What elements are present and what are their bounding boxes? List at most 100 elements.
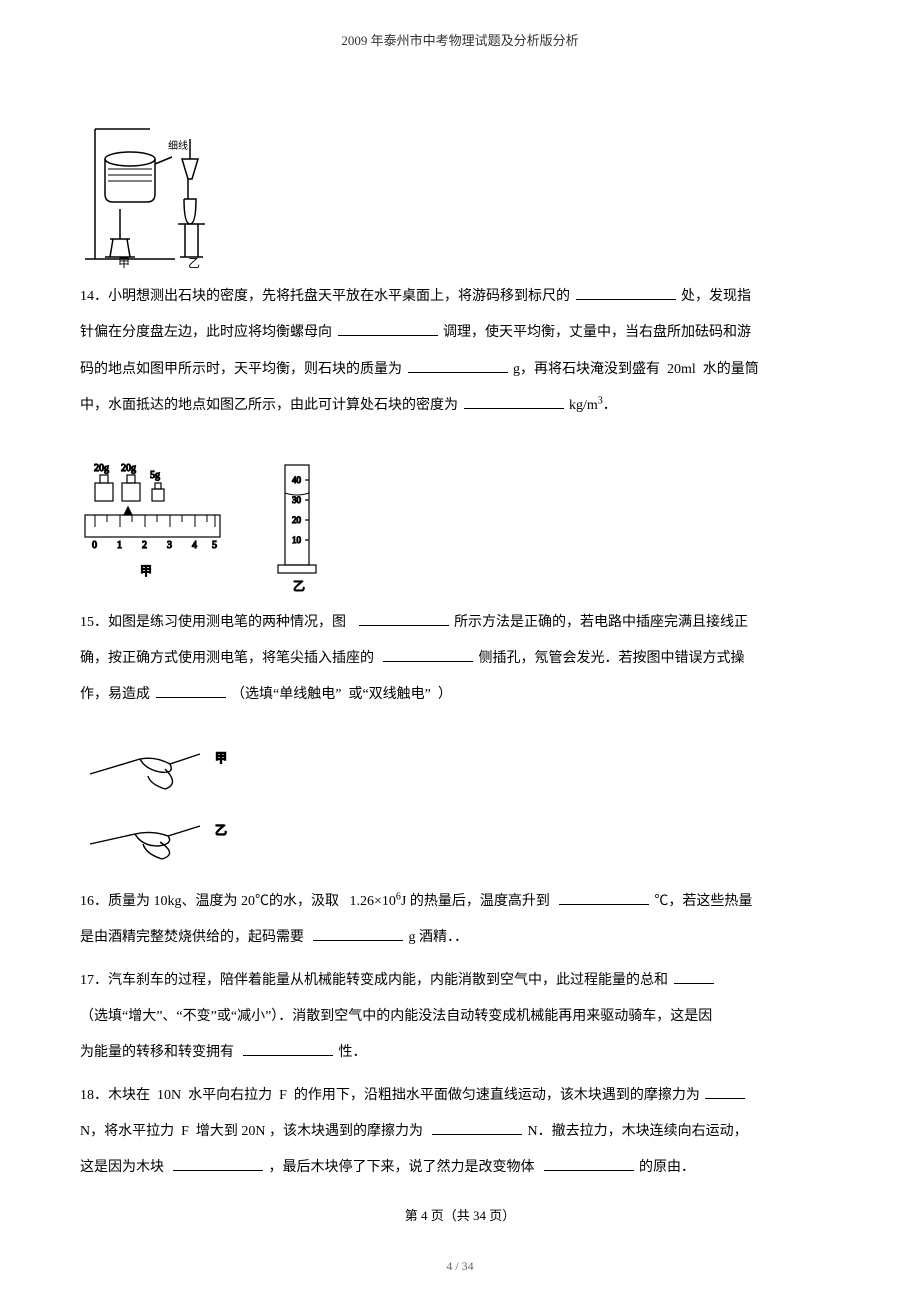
- q18-t8: 这是因为木块: [80, 1160, 164, 1175]
- svg-text:5g: 5g: [150, 470, 160, 481]
- q16-temp: 20℃: [241, 894, 269, 909]
- svg-text:2: 2: [142, 540, 147, 551]
- q18-t4: N，将水平拉力: [80, 1124, 174, 1139]
- q14-t8: 中，水面抵达的地点如图乙所示，由此可计算处石块的密度为: [80, 398, 458, 413]
- q14-blank1: [576, 286, 676, 300]
- q18-t7: N．撤去拉力，木块连续向右运动，: [528, 1124, 748, 1139]
- q16-heat-unit: J: [401, 894, 406, 909]
- page-content: 甲 乙 细线 14．小明想测出石块的密度，先将托盘天平放在水平桌面上，将游码移到…: [0, 49, 920, 1203]
- question-16: 16．质量为 10kg、温度为 20℃的水，汲取 1.26×106J 的热量后，…: [80, 884, 840, 957]
- q17-t4: 性．: [339, 1045, 367, 1060]
- figure-apparatus: 甲 乙 细线: [80, 109, 840, 269]
- q14-unit: kg/m: [569, 398, 598, 413]
- footer-page-line: 第 4 页（共 34 页）: [405, 1208, 516, 1223]
- q16-t3: 的水，汲取: [269, 894, 339, 909]
- q14-t9: ．: [603, 398, 617, 413]
- q18-fvar1: F: [279, 1088, 287, 1103]
- svg-text:20g: 20g: [94, 463, 109, 474]
- q16-heat-base: 1.26×10: [350, 894, 396, 909]
- svg-text:甲: 甲: [140, 564, 152, 578]
- q14-blank3: [408, 359, 508, 373]
- q18-fvar2: F: [181, 1124, 189, 1139]
- header-title: 2009 年泰州市中考物理试题及分析版分析: [341, 33, 578, 48]
- q18-blank2: [432, 1121, 522, 1135]
- q18-t10: 的原由．: [639, 1160, 695, 1175]
- svg-text:30: 30: [292, 495, 302, 505]
- q15-label: 15．: [80, 615, 108, 630]
- q14-t6: g，再将石块淹没到盛有: [513, 362, 660, 377]
- q14-t5: 码的地点如图甲所示时，天平均衡，则石块的质量为: [80, 362, 402, 377]
- svg-text:乙: 乙: [293, 579, 305, 593]
- q17-t2: （选填“增大”、“不变”或“减小”）．消散到空气中的内能没法自动转变成机械能再用…: [80, 1009, 712, 1024]
- q16-blank2: [313, 927, 403, 941]
- q15-qr2: ”: [425, 687, 431, 702]
- q18-t5: 增大到: [196, 1124, 238, 1139]
- q14-blank2: [338, 322, 438, 336]
- q18-label: 18．: [80, 1088, 108, 1103]
- q16-t4: 的热量后，温度高升到: [410, 894, 550, 909]
- q18-t2: 水平向右拉力: [188, 1088, 272, 1103]
- svg-text:40: 40: [292, 475, 302, 485]
- svg-text:甲: 甲: [118, 256, 130, 269]
- figure-tester: 甲 乙: [80, 734, 840, 874]
- svg-text:乙: 乙: [215, 823, 227, 837]
- svg-text:20: 20: [292, 515, 302, 525]
- q15-t3: 确，按正确方式使用测电笔，将笔尖插入插座的: [80, 651, 374, 666]
- q14-t4: 调理，使天平均衡，丈量中，当右盘所加砝码和游: [443, 325, 751, 340]
- svg-text:4: 4: [192, 540, 197, 551]
- svg-text:甲: 甲: [215, 751, 227, 765]
- q14-label: 14．: [80, 289, 108, 304]
- question-17: 17．汽车刹车的过程，陪伴着能量从机械能转变成内能，内能消散到空气中，此过程能量…: [80, 963, 840, 1072]
- q14-blank4: [464, 395, 564, 409]
- q16-t6: 是由酒精完整焚烧供给的，起码需要: [80, 930, 304, 945]
- q18-force1: 10N: [157, 1088, 181, 1103]
- svg-text:20g: 20g: [121, 463, 136, 474]
- q18-t1: 木块在: [108, 1088, 150, 1103]
- q15-t1: 如图是练习使用测电笔的两种情况，图: [108, 615, 346, 630]
- q16-t5: ℃，若这些热量: [654, 894, 752, 909]
- q18-blank1: [705, 1085, 745, 1099]
- q15-opt-prefix: （选填: [231, 687, 273, 702]
- q17-label: 17．: [80, 973, 108, 988]
- q15-t5: 作，易造成: [80, 687, 150, 702]
- q14-t2: 处，发现指: [681, 289, 751, 304]
- q16-t1: 质量为: [108, 894, 150, 909]
- svg-text:细线: 细线: [168, 139, 188, 152]
- q16-mass: 10kg: [154, 894, 182, 909]
- q14-t7: 水的量筒: [703, 362, 759, 377]
- svg-text:5: 5: [212, 540, 217, 551]
- svg-text:10: 10: [292, 535, 302, 545]
- q17-blank2: [243, 1042, 333, 1056]
- q15-blank2: [383, 648, 473, 662]
- q18-blank4: [544, 1157, 634, 1171]
- q18-blank3: [173, 1157, 263, 1171]
- q17-blank1: [674, 970, 714, 984]
- q18-t9: ，最后木块停了下来，说了然力是改变物体: [269, 1160, 535, 1175]
- q18-t3: 的作用下，沿粗拙水平面做匀速直线运动，该木块遇到的摩擦力为: [294, 1088, 700, 1103]
- question-18: 18．木块在 10N 水平向右拉力 F 的作用下，沿粗拙水平面做匀速直线运动，该…: [80, 1078, 840, 1187]
- q15-opt-suffix: ）: [438, 687, 452, 702]
- q15-blank3: [156, 684, 226, 698]
- page-num-text: 4 / 34: [446, 1259, 473, 1273]
- q14-t3: 针偏在分度盘左边，此时应将均衡螺母向: [80, 325, 332, 340]
- q14-t1: 小明想测出石块的密度，先将托盘天平放在水平桌面上，将游码移到标尺的: [108, 289, 570, 304]
- svg-text:0: 0: [92, 540, 97, 551]
- svg-text:乙: 乙: [188, 256, 200, 269]
- q15-t2: 所示方法是正确的，若电路中插座完满且接线正: [454, 615, 748, 630]
- q17-t3: 为能量的转移和转变拥有: [80, 1045, 234, 1060]
- q15-t4: 侧插孔，氖管会发光．若按图中错误方式操: [479, 651, 745, 666]
- q16-label: 16．: [80, 894, 108, 909]
- figure-balance: 20g 20g 5g: [80, 445, 840, 595]
- svg-text:1: 1: [117, 540, 122, 551]
- q16-t2: 、温度为: [182, 894, 238, 909]
- q14-water: 20ml: [667, 362, 696, 377]
- q15-opt2: 双线触电: [369, 687, 425, 702]
- q15-qr1: ”: [335, 687, 341, 702]
- page-number: 4 / 34: [0, 1259, 920, 1274]
- question-14: 14．小明想测出石块的密度，先将托盘天平放在水平桌面上，将游码移到标尺的 处，发…: [80, 279, 840, 425]
- q15-opt1: 单线触电: [279, 687, 335, 702]
- q15-blank1: [359, 612, 449, 626]
- q15-or: 或: [348, 687, 362, 702]
- question-15: 15．如图是练习使用测电笔的两种情况，图 所示方法是正确的，若电路中插座完满且接…: [80, 605, 840, 714]
- q16-t7: g 酒精．．: [409, 930, 469, 945]
